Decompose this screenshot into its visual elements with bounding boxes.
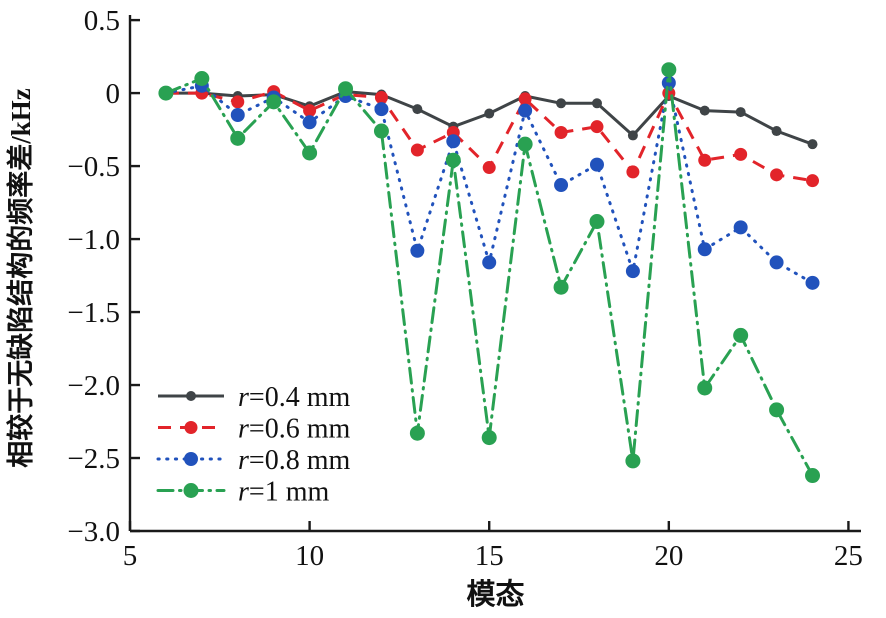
axes bbox=[128, 15, 861, 533]
data-point bbox=[735, 107, 746, 118]
legend-marker bbox=[183, 483, 199, 498]
data-point bbox=[625, 453, 641, 469]
data-point bbox=[410, 143, 424, 157]
x-tick-label: 20 bbox=[654, 540, 683, 572]
series-r-1-mm bbox=[158, 62, 821, 484]
data-point bbox=[230, 130, 246, 146]
legend-marker bbox=[186, 391, 196, 401]
legend-item: r=0.6 mm bbox=[158, 414, 350, 445]
data-point bbox=[230, 107, 245, 122]
data-point bbox=[806, 174, 820, 188]
data-point bbox=[481, 430, 497, 446]
data-point bbox=[554, 126, 568, 140]
data-point bbox=[410, 243, 425, 258]
data-point bbox=[661, 62, 677, 78]
data-point bbox=[302, 145, 318, 161]
legend-item: r=0.8 mm bbox=[156, 445, 350, 476]
data-point bbox=[518, 92, 532, 106]
x-tick-label: 15 bbox=[475, 540, 504, 572]
legend-item: r=0.4 mm bbox=[158, 382, 350, 413]
data-point bbox=[770, 168, 784, 182]
legend-label: r=0.8 mm bbox=[238, 445, 350, 476]
data-point bbox=[805, 468, 821, 484]
data-point bbox=[698, 153, 712, 167]
data-point bbox=[697, 242, 712, 257]
data-point bbox=[412, 104, 423, 115]
y-tick-label: 0 bbox=[106, 78, 121, 110]
y-tick-label: −0.5 bbox=[67, 151, 120, 183]
data-point bbox=[373, 123, 389, 139]
data-point bbox=[374, 102, 389, 117]
data-point bbox=[661, 75, 676, 90]
data-point bbox=[807, 139, 818, 150]
data-point bbox=[589, 157, 604, 172]
data-point bbox=[626, 165, 640, 179]
legend-marker bbox=[184, 421, 198, 434]
data-point bbox=[733, 327, 749, 343]
legend-marker bbox=[184, 452, 198, 466]
data-point bbox=[303, 104, 317, 118]
data-point bbox=[553, 279, 569, 295]
data-point bbox=[697, 380, 713, 396]
legend-label: r=0.4 mm bbox=[238, 382, 350, 413]
data-point bbox=[589, 214, 605, 230]
y-tick-label: −1.0 bbox=[67, 224, 120, 256]
y-tick-label: 0.5 bbox=[84, 5, 120, 37]
data-point bbox=[769, 402, 785, 418]
y-tick-label: −2.0 bbox=[67, 370, 120, 402]
data-point bbox=[482, 161, 496, 175]
y-axis-title: 相较于无缺陷结构的频率差/kHz bbox=[5, 88, 36, 468]
legend-label: r=0.6 mm bbox=[238, 414, 350, 445]
legend-item: r=1 mm bbox=[156, 477, 329, 508]
data-point bbox=[231, 95, 245, 109]
data-point bbox=[484, 108, 495, 119]
data-point bbox=[627, 130, 638, 141]
data-point bbox=[769, 255, 784, 270]
data-point bbox=[556, 98, 567, 109]
y-tick-label: −3.0 bbox=[67, 516, 120, 548]
data-point bbox=[194, 70, 210, 86]
data-point bbox=[591, 98, 602, 109]
x-tick-label: 25 bbox=[834, 540, 863, 572]
data-point bbox=[733, 220, 748, 235]
data-point bbox=[590, 120, 604, 134]
x-axis-title: 模态 bbox=[466, 578, 524, 611]
data-point bbox=[409, 425, 425, 441]
data-point bbox=[445, 152, 461, 168]
data-point bbox=[338, 81, 354, 97]
data-point bbox=[302, 115, 317, 130]
data-point bbox=[734, 147, 748, 161]
data-point bbox=[554, 178, 569, 193]
data-point bbox=[699, 105, 710, 116]
legend: r=0.4 mmr=0.6 mmr=0.8 mmr=1 mm bbox=[156, 382, 350, 508]
data-point bbox=[446, 134, 461, 149]
data-point bbox=[158, 85, 174, 101]
data-point bbox=[482, 255, 497, 270]
y-tick-label: −2.5 bbox=[67, 443, 120, 475]
data-point bbox=[771, 126, 782, 137]
data-point bbox=[517, 136, 533, 152]
data-point bbox=[374, 90, 388, 104]
x-tick-label: 5 bbox=[123, 540, 138, 572]
x-tick-label: 10 bbox=[295, 540, 324, 572]
y-tick-label: −1.5 bbox=[67, 297, 120, 329]
data-point bbox=[625, 264, 640, 279]
data-point bbox=[805, 275, 820, 290]
data-point bbox=[518, 103, 533, 118]
data-point bbox=[266, 94, 282, 110]
legend-label: r=1 mm bbox=[238, 477, 329, 508]
